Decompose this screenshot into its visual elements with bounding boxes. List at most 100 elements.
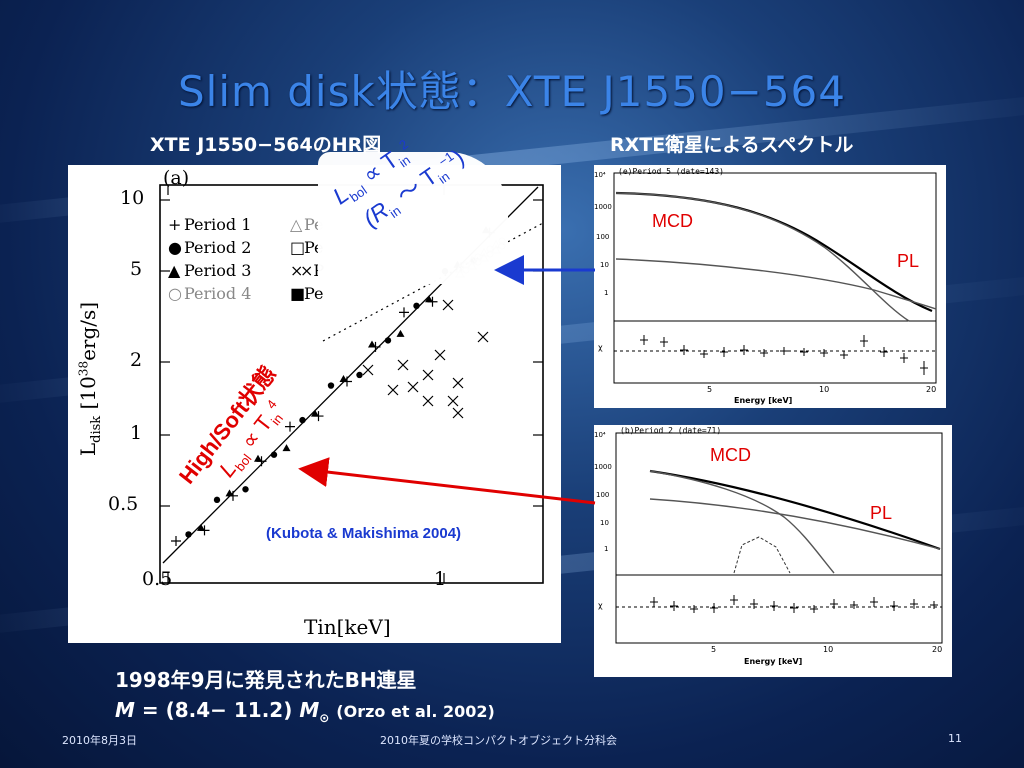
- legend-entry: ▲ Period 3: [168, 261, 252, 280]
- data-point: [452, 407, 464, 419]
- y-tick-label: 100: [596, 233, 610, 241]
- x-tick-label: 5: [707, 385, 713, 394]
- mcd-model-curve: [615, 192, 910, 322]
- data-point: [185, 531, 192, 538]
- right-heading: RXTE衛星によるスペクトル: [610, 134, 854, 156]
- legend-entry: ■Pe: [290, 284, 324, 303]
- left-heading: XTE J1550−564のHR図: [150, 134, 382, 156]
- data-point: [270, 451, 278, 458]
- data-point: [477, 331, 489, 343]
- mcd-label: MCD: [710, 445, 751, 465]
- data-point: [254, 454, 262, 462]
- discovery-text: 1998年9月に発見されたBH連星: [115, 668, 417, 692]
- y-tick-label: 1000: [594, 203, 612, 211]
- data-point: [387, 384, 399, 396]
- y-tick-label: 1: [604, 545, 609, 553]
- pl-model-curve: [615, 258, 937, 310]
- x-tick-label: 5: [711, 645, 717, 654]
- data-point: [282, 444, 291, 452]
- data-point: [171, 535, 181, 546]
- data-point: [422, 369, 434, 381]
- data-point: [442, 299, 454, 311]
- spectrum-plot: [613, 172, 937, 384]
- data-point: [256, 456, 267, 467]
- data-point: [339, 375, 348, 383]
- x-tick-label: 10: [819, 385, 830, 394]
- x-tick-label: 20: [926, 385, 937, 394]
- panel-label: (a): [163, 167, 190, 189]
- footer-date: 2010年8月3日: [62, 734, 137, 747]
- spectrum-header: (b)Period 2 (date=71): [620, 426, 722, 435]
- x-tick-label: 20: [932, 645, 943, 654]
- y-tick-label: 10: [600, 261, 609, 269]
- y-axis-label: Ldisk [1038erg/s]: [76, 301, 104, 457]
- y-tick-label: 1000: [594, 463, 612, 471]
- data-point: [311, 409, 319, 417]
- spectrum-panel-period5: (e)Period 5 (date=143) 10⁴ 1000 100 10 1…: [594, 165, 946, 408]
- y-tick-label: 0.5: [108, 493, 139, 515]
- data-point: [452, 377, 464, 389]
- data-point: [413, 302, 420, 310]
- data-point: [327, 382, 335, 389]
- data-point: [197, 523, 205, 531]
- legend-entry: + Period 1: [168, 215, 252, 234]
- total-model-curve: [649, 469, 941, 551]
- y-tick-label: 1: [604, 289, 609, 297]
- data-point: [342, 376, 352, 387]
- pl-label: PL: [870, 503, 893, 523]
- mcd-model-curve: [649, 470, 835, 574]
- data-point: [228, 490, 238, 501]
- annotation-bubble: [318, 152, 508, 284]
- pl-model-curve: [649, 498, 941, 550]
- data-point: [356, 371, 363, 379]
- data-point: [199, 525, 210, 536]
- x-axis-label: Tin[keV]: [304, 615, 391, 639]
- page-number: 11: [948, 732, 962, 745]
- data-point: [447, 395, 459, 407]
- y-tick-label: 1: [130, 422, 143, 444]
- legend-entry: ○ Period 4: [168, 284, 252, 303]
- legend-entry: ● Period 2: [168, 238, 252, 257]
- data-point: [422, 395, 434, 407]
- data-point: [396, 329, 405, 337]
- spectrum-header: (e)Period 5 (date=143): [618, 167, 724, 176]
- data-point: [384, 337, 392, 344]
- data-point: [427, 296, 438, 307]
- data-point: [370, 341, 381, 352]
- residual-points: [640, 335, 928, 375]
- data-point: [285, 421, 295, 432]
- x-axis-label: Energy [keV]: [734, 396, 793, 405]
- data-point: [397, 359, 409, 371]
- footer-event: 2010年夏の学校コンパクトオブジェクト分科会: [380, 734, 617, 747]
- x-axis-label: Energy [keV]: [744, 657, 803, 666]
- data-point: [434, 349, 446, 361]
- y-tick-label: 10⁴: [594, 431, 606, 439]
- data-point: [299, 416, 306, 424]
- residual-axis-label: χ: [598, 601, 603, 610]
- data-point: [407, 381, 419, 393]
- y-tick-label: 10⁴: [594, 171, 606, 179]
- data-point: [399, 307, 409, 318]
- residual-axis-label: χ: [598, 343, 603, 352]
- mass-text: M = (8.4− 11.2) M⊙ (Orzo et al. 2002): [115, 698, 495, 725]
- slide-title: Slim disk状態：XTE J1550−564: [177, 67, 846, 116]
- x-tick-label: 10: [823, 645, 834, 654]
- data-point: [362, 364, 374, 376]
- data-point: [425, 295, 433, 303]
- citation: (Kubota & Makishima 2004): [266, 525, 462, 542]
- y-tick-label: 100: [596, 491, 610, 499]
- data-point: [242, 486, 249, 493]
- iron-line-curve: [733, 536, 791, 574]
- mcd-label: MCD: [652, 211, 693, 231]
- x-tick-label: 0.5: [142, 568, 173, 590]
- spectrum-plot: [615, 432, 943, 644]
- data-point: [313, 411, 324, 422]
- data-point: [368, 340, 376, 348]
- y-tick-label: 10: [600, 519, 609, 527]
- data-point: [213, 496, 221, 504]
- spectrum-panel-period2: (b)Period 2 (date=71) 10⁴ 1000 100 10 1 …: [594, 425, 952, 677]
- x-tick-label: 1: [434, 568, 447, 590]
- data-point: [225, 489, 234, 497]
- residual-points: [650, 595, 938, 613]
- legend: + Period 1 ● Period 2 ▲ Period 3 ○ Period 4: [168, 213, 251, 305]
